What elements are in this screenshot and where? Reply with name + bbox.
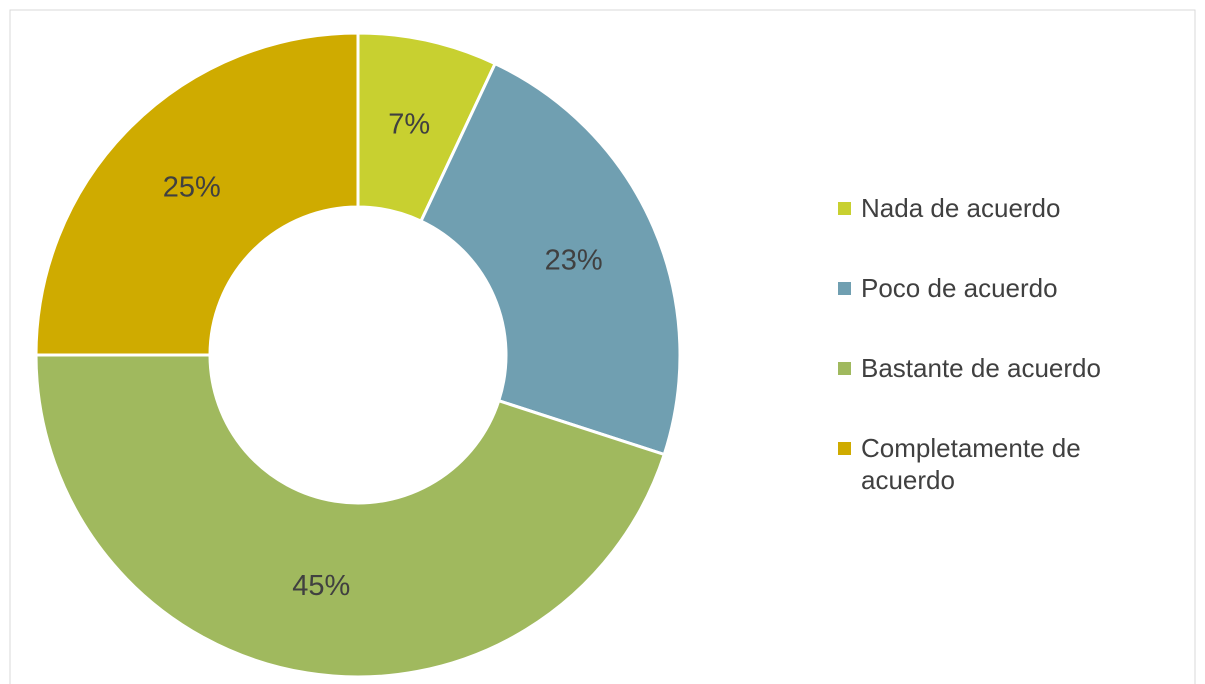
slice: [34, 353, 667, 679]
frame: [9, 9, 1196, 684]
data-label: 45%: [292, 570, 350, 602]
legend-swatch: [838, 362, 851, 375]
slice: [34, 31, 360, 357]
slice: [419, 61, 682, 457]
legend-swatch: [838, 282, 851, 295]
legend-item: Completamente de acuerdo: [838, 432, 1138, 496]
legend-swatch: [838, 442, 851, 455]
legend-label: Bastante de acuerdo: [861, 353, 1101, 383]
data-label: 7%: [388, 108, 430, 140]
legend-item: Poco de acuerdo: [838, 272, 1138, 304]
legend-label: Poco de acuerdo: [861, 273, 1058, 303]
legend-label: Completamente de acuerdo: [861, 433, 1081, 495]
data-label: 23%: [545, 244, 603, 276]
legend: Nada de acuerdo Poco de acuerdo Bastante d…: [838, 192, 1138, 544]
legend-swatch: [838, 202, 851, 215]
data-label: 25%: [163, 171, 221, 203]
legend-label: Nada de acuerdo: [861, 193, 1061, 223]
legend-item: Nada de acuerdo: [838, 192, 1138, 224]
legend-item: Bastante de acuerdo: [838, 352, 1138, 384]
